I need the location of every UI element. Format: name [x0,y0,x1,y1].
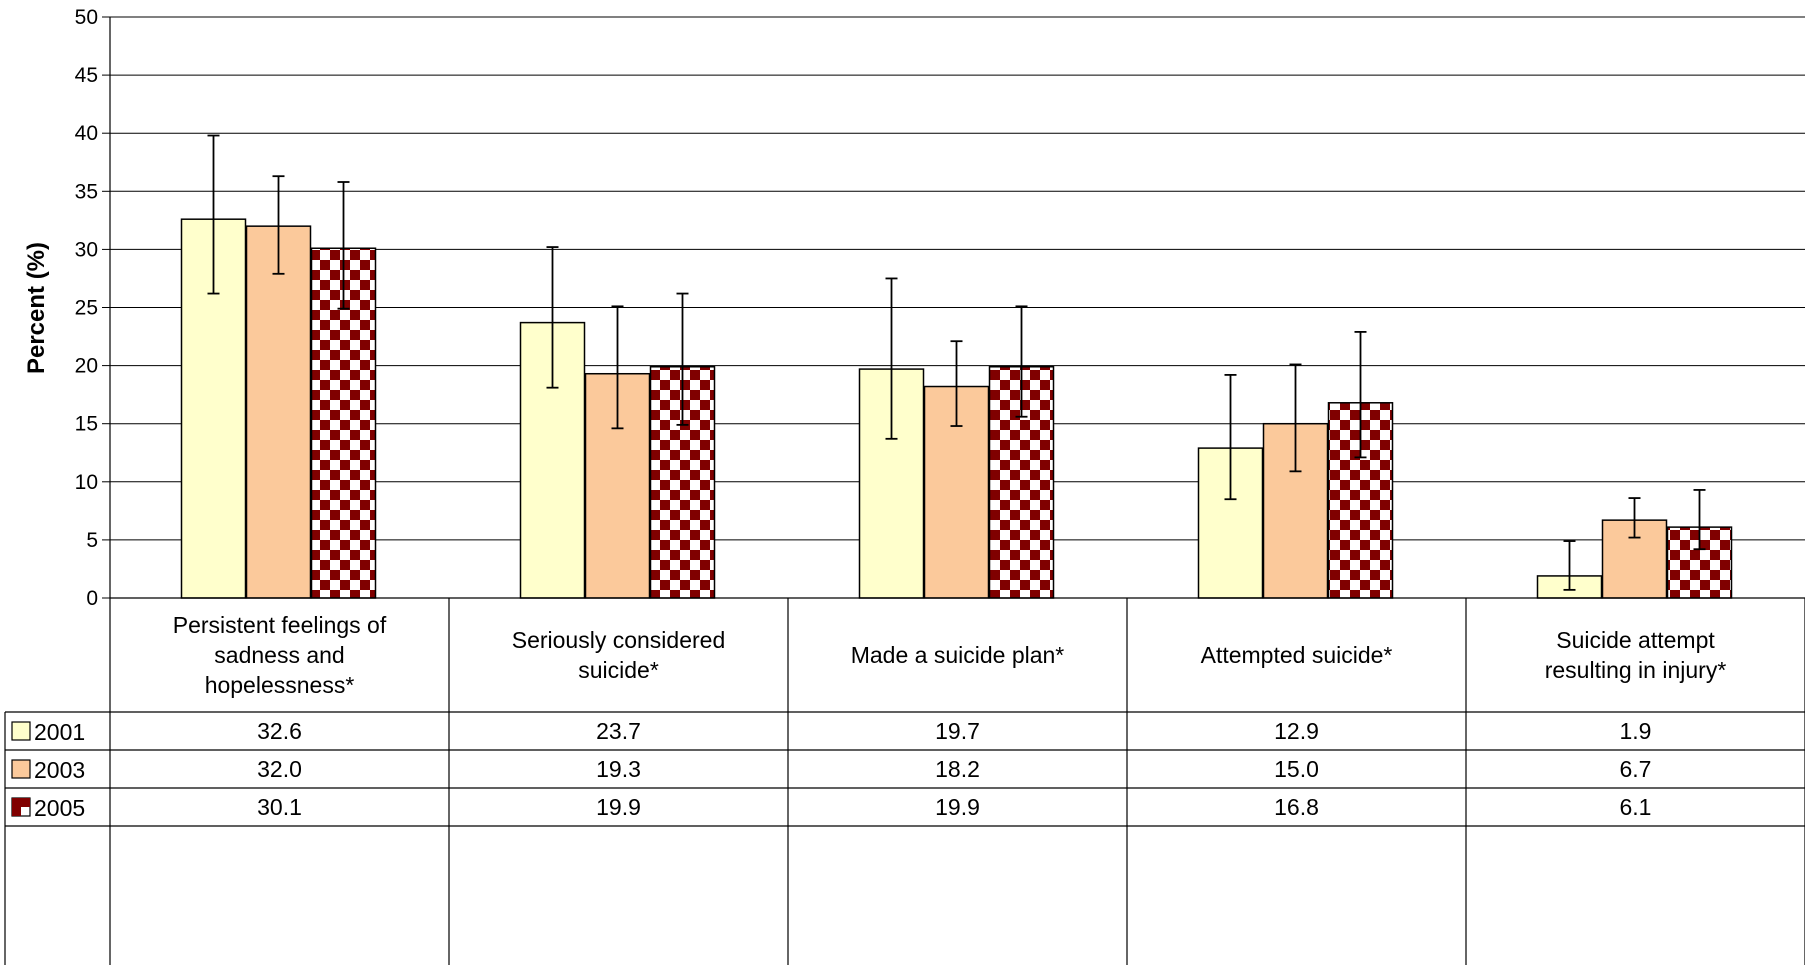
category-label: Persistent feelings of [173,612,387,638]
legend-label-2003: 2003 [34,757,85,783]
data-label: 23.7 [596,718,641,744]
y-tick-label: 25 [75,297,98,320]
data-table: Persistent feelings of sadness and hopeles… [4,597,1805,965]
legend-key-pattern [12,798,30,816]
gridlines [110,16,1805,599]
data-label: 19.3 [596,756,641,782]
y-tick-label: 20 [75,355,98,378]
data-label: 18.2 [935,756,980,782]
y-tick-label: 30 [75,238,98,261]
error-bars [207,134,1706,591]
data-label: 19.9 [935,794,980,820]
legend-label-2005: 2005 [34,795,85,821]
y-tick-label: 15 [75,413,98,436]
data-label: 19.7 [935,718,980,744]
bar-2005 [649,366,716,599]
category-label: hopelessness* [205,672,355,698]
y-tick-label: 50 [75,6,98,29]
category-label: suicide* [578,657,659,683]
data-label: 15.0 [1274,756,1319,782]
category-label: Made a suicide plan* [851,642,1065,668]
data-label: 12.9 [1274,718,1319,744]
bar-2003 [245,225,312,599]
category-label: Seriously considered [512,627,726,653]
category-label: resulting in injury* [1545,657,1727,683]
y-tick-label: 35 [75,180,98,203]
y-axis: 0 5 10 15 20 25 30 35 40 45 50 [75,6,111,610]
legend-key-2003 [11,759,31,779]
legend-label-2001: 2001 [34,719,85,745]
y-axis-label: Percent (%) [23,242,50,374]
data-label: 6.7 [1620,756,1652,782]
legend-key-2001 [11,721,31,741]
y-tick-label: 10 [75,471,98,494]
y-tick-label: 45 [75,64,98,87]
data-label: 32.6 [257,718,302,744]
data-label: 30.1 [257,794,302,820]
category-label: Attempted suicide* [1201,642,1393,668]
data-label: 19.9 [596,794,641,820]
y-tick-label: 40 [75,122,98,145]
data-label: 32.0 [257,756,302,782]
data-label: 16.8 [1274,794,1319,820]
y-tick-label: 0 [86,587,98,610]
data-label: 1.9 [1620,718,1652,744]
category-label: sadness and [214,642,344,668]
category-label: Suicide attempt [1556,627,1715,653]
y-tick-label: 5 [86,529,98,552]
data-label: 6.1 [1620,794,1652,820]
